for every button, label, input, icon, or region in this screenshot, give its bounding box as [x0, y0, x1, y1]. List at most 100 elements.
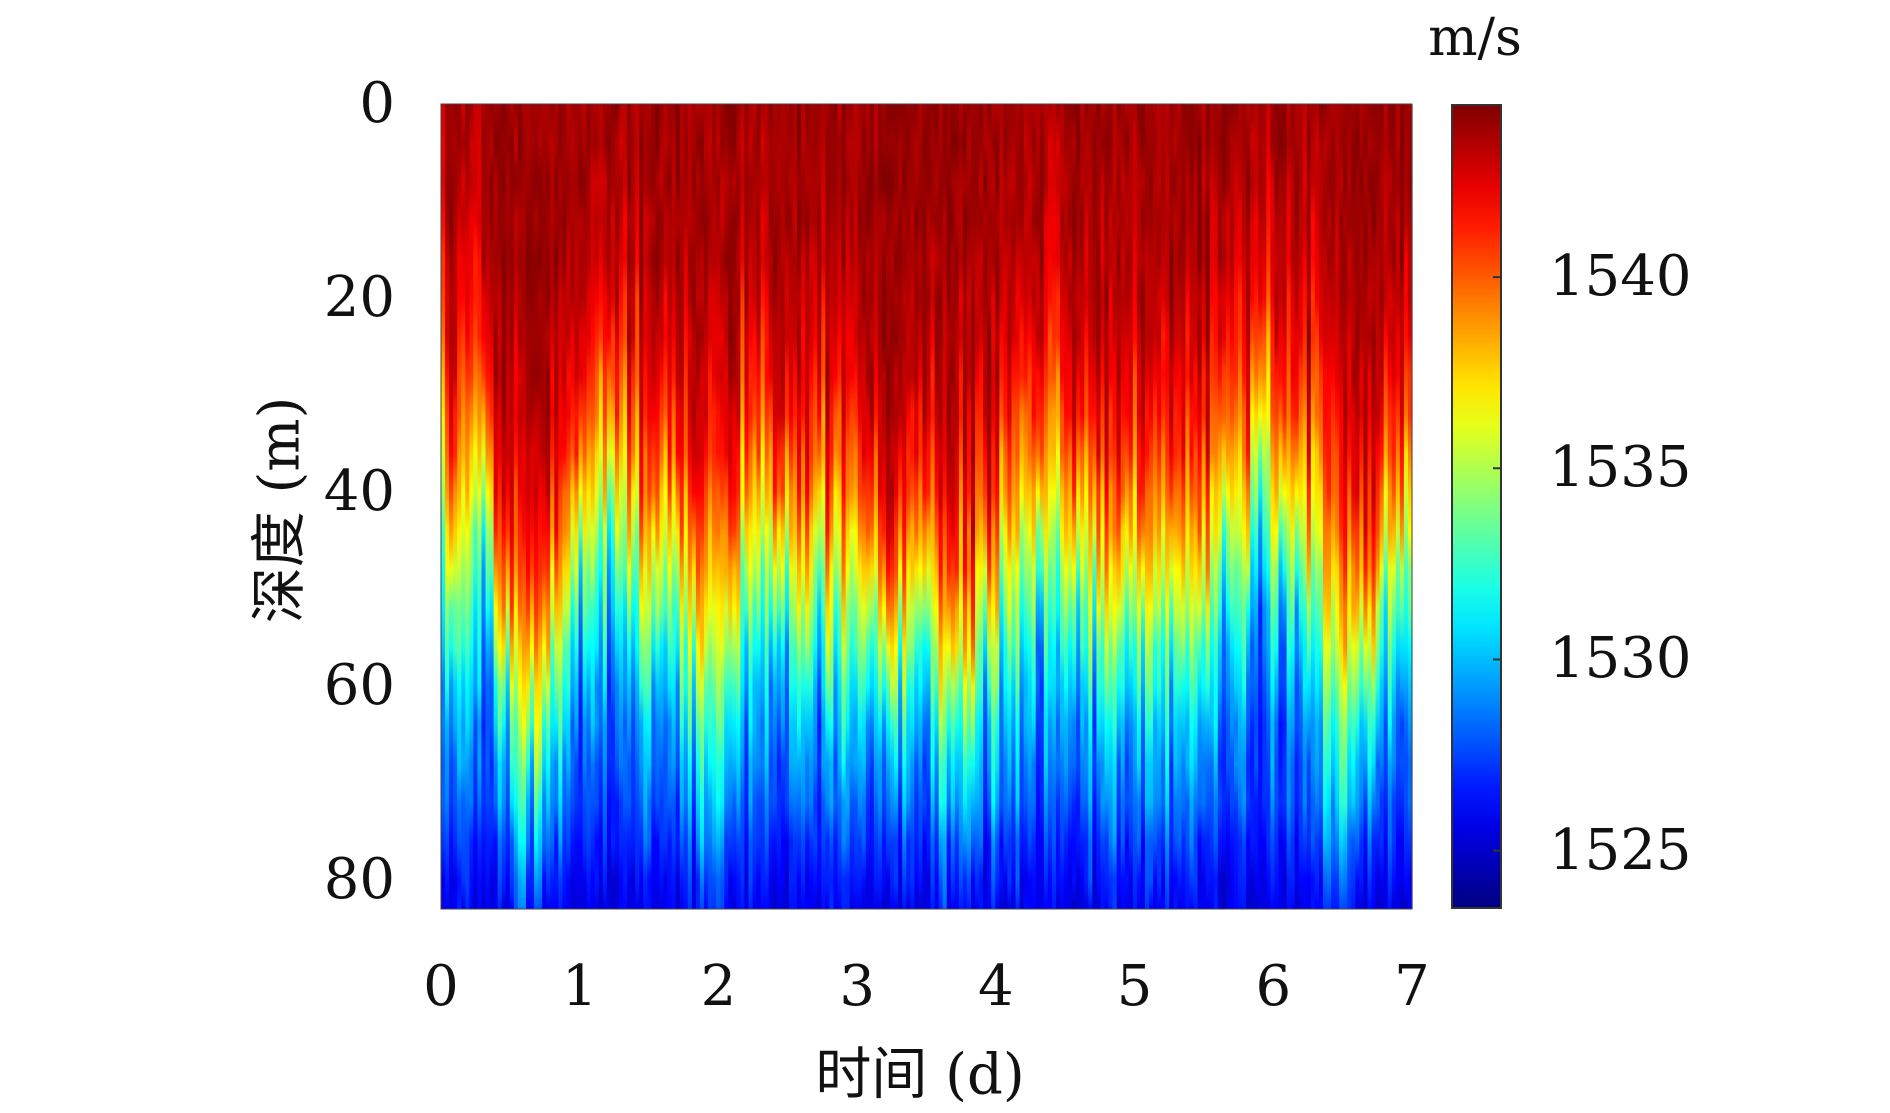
heatmap-column [453, 104, 458, 909]
heatmap-column [922, 104, 928, 909]
heatmap-column [1298, 104, 1304, 909]
heatmap-column [999, 104, 1004, 909]
heatmap-column [1322, 104, 1328, 909]
heatmap-column [1399, 104, 1405, 909]
heatmap-column [643, 104, 648, 909]
heatmap-column [995, 104, 1000, 909]
heatmap-column [699, 104, 705, 909]
heatmap-column [1031, 104, 1037, 909]
heatmap-column [1379, 104, 1385, 909]
heatmap-column [695, 104, 701, 909]
heatmap-column [1197, 104, 1203, 909]
heatmap-column [1128, 104, 1134, 909]
heatmap-column [457, 104, 462, 909]
heatmap-column [914, 104, 920, 909]
heatmap-column [772, 104, 778, 909]
heatmap-column [586, 104, 592, 909]
heatmap-column [1371, 104, 1377, 909]
heatmap-column [748, 104, 754, 909]
heatmap-column [1201, 104, 1207, 909]
heatmap-column [1238, 104, 1243, 909]
heatmap-column [910, 104, 915, 909]
heatmap-column [566, 104, 572, 909]
heatmap-column [869, 104, 875, 909]
heatmap-column [485, 104, 491, 909]
heatmap-column [813, 104, 818, 909]
heatmap-column [1064, 104, 1069, 909]
heatmap-column [469, 104, 474, 909]
heatmap-column [1331, 104, 1336, 909]
heatmap-column [1351, 104, 1356, 909]
heatmap-column [966, 104, 972, 909]
heatmap-column [610, 104, 616, 909]
x-tick-label: 5 [1116, 954, 1153, 1019]
heatmap-column [1250, 104, 1255, 909]
heatmap-column [930, 104, 936, 909]
heatmap-column [1302, 104, 1308, 909]
heatmap-column [1339, 104, 1344, 909]
heatmap-column [1221, 104, 1227, 909]
heatmap-column [1003, 104, 1009, 909]
heatmap-column [1343, 104, 1348, 909]
heatmap-column [1205, 104, 1211, 909]
heatmap-column [1387, 104, 1393, 909]
x-axis-label: 时间 (d) [815, 1042, 1025, 1108]
heatmap-column [667, 104, 673, 909]
heatmap-column [845, 104, 851, 909]
heatmap-column [1217, 104, 1223, 909]
heatmap-column [950, 104, 956, 909]
heatmap-column [877, 104, 883, 909]
heatmap-column [991, 104, 996, 909]
heatmap-column [1177, 104, 1182, 909]
heatmap-column [449, 104, 454, 909]
heatmap-column [441, 104, 446, 909]
heatmap-column [1395, 104, 1401, 909]
heatmap-column [1391, 104, 1397, 909]
heatmap-column [809, 104, 814, 909]
colorbar [1452, 105, 1501, 908]
heatmap-column [987, 104, 992, 909]
heatmap-column [1060, 104, 1065, 909]
y-tick-label: 0 [359, 71, 395, 136]
heatmap-column [465, 104, 470, 909]
heatmap-column [1112, 104, 1118, 909]
heatmap-column [1270, 104, 1276, 909]
heatmap-column [934, 104, 940, 909]
heatmap-column [918, 104, 924, 909]
heatmap-column [849, 104, 855, 909]
heatmap-column [841, 104, 847, 909]
heatmap-column [1084, 104, 1089, 909]
heatmap-column [1335, 104, 1340, 909]
x-tick-label: 3 [839, 954, 875, 1019]
heatmap-column [797, 104, 802, 909]
heatmap-column [1144, 104, 1150, 909]
heatmap-column [513, 104, 519, 909]
heatmap-column [1096, 104, 1102, 909]
heatmap-column [570, 104, 576, 909]
heatmap-column [1242, 104, 1247, 909]
y-axis-label: 深度 (m) [247, 396, 313, 624]
heatmap-column [954, 104, 960, 909]
heatmap-column [902, 104, 907, 909]
heatmap-column [546, 104, 551, 909]
heatmap-column [760, 104, 766, 909]
heatmap-column [517, 104, 523, 909]
heatmap-column [740, 104, 746, 909]
heatmap-column [1100, 104, 1106, 909]
colorbar-ticks [1493, 276, 1501, 852]
heatmap-column [1023, 104, 1029, 909]
heatmap-column [833, 104, 839, 909]
heatmap-column [1039, 104, 1045, 909]
heatmap-column [703, 104, 709, 909]
y-tick-label: 20 [323, 264, 395, 330]
heatmap-column [1153, 104, 1158, 909]
heatmap-column [708, 104, 713, 909]
colorbar-tick-label: 1530 [1549, 626, 1692, 692]
heatmap-column [720, 104, 725, 909]
heatmap-column [1051, 104, 1057, 909]
heatmap-column [538, 104, 543, 909]
heatmap-column [578, 104, 584, 909]
heatmap-column [574, 104, 580, 909]
heatmap-column [1310, 104, 1316, 909]
heatmap-column [829, 104, 835, 909]
